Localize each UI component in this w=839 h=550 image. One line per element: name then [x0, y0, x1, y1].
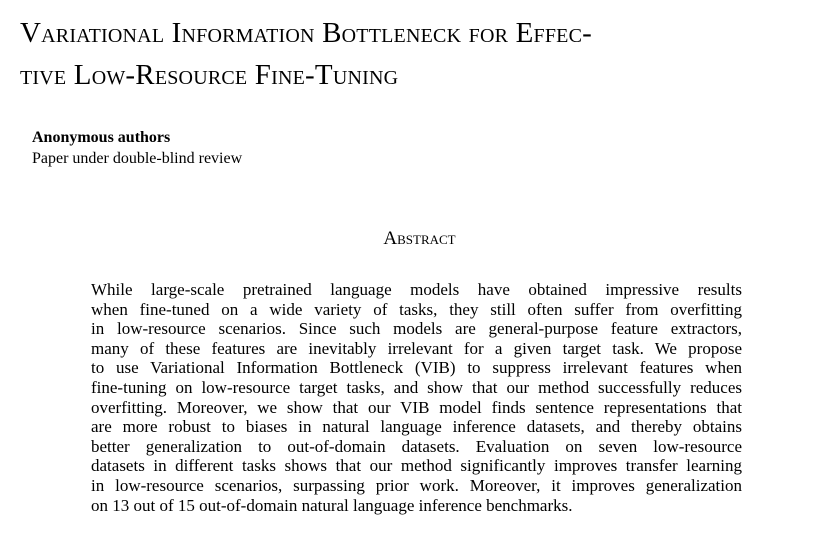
author-block: Anonymous authors Paper under double-bli…	[32, 127, 242, 169]
author-name: Anonymous authors	[32, 129, 171, 146]
title-line: tive Low-Resource Fine-Tuning	[20, 59, 399, 91]
abstract-line: datasets in different tasks shows that o…	[91, 456, 742, 476]
abstract-body: While large-scale pretrained language mo…	[91, 280, 742, 515]
abstract-line: are more robust to biases in natural lan…	[91, 417, 742, 437]
abstract-line: in low-resource scenarios, surpassing pr…	[91, 475, 742, 495]
title-line: Variational Information Bottleneck for E…	[20, 17, 592, 49]
abstract-line: fine-tuning on low-resource target tasks…	[91, 377, 742, 397]
abstract-line: when fine-tuned on a wide variety of tas…	[91, 299, 742, 319]
abstract-line: on 13 out of 15 out-of-domain natural la…	[91, 495, 573, 515]
abstract-line: to use Variational Information Bottlenec…	[91, 358, 742, 378]
abstract-line: better generalization to out-of-domain d…	[91, 436, 742, 456]
abstract-heading: Abstract	[383, 228, 456, 249]
abstract-line: in low-resource scenarios. Since such mo…	[91, 319, 742, 339]
abstract-line: overfitting. Moreover, we show that our …	[91, 397, 742, 417]
abstract-line: While large-scale pretrained language mo…	[91, 280, 742, 299]
author-affiliation: Paper under double-blind review	[32, 150, 243, 167]
paper-title: Variational Information Bottleneck for E…	[20, 12, 820, 96]
abstract-line: many of these features are inevitably ir…	[91, 338, 742, 358]
